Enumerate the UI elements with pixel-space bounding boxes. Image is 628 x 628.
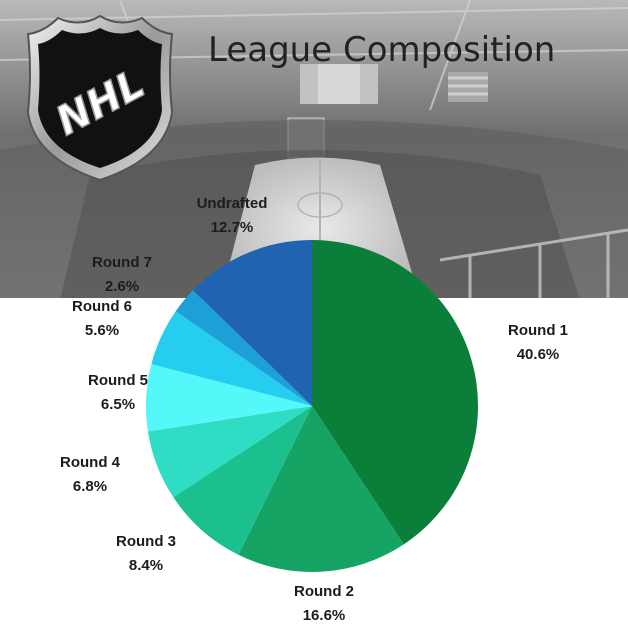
pie-slice-round-5 xyxy=(146,364,312,432)
slice-value-round-4: 6.8% xyxy=(73,478,107,495)
pie-slice-round-1 xyxy=(312,240,479,545)
slice-label-round-4: Round 4 xyxy=(60,454,121,471)
slice-value-round-6: 5.6% xyxy=(85,322,119,339)
slice-value-round-7: 2.6% xyxy=(105,278,139,295)
slice-value-round-2: 16.6% xyxy=(303,607,346,624)
slice-label-round-1: Round 1 xyxy=(508,322,568,339)
slice-label-round-7: Round 7 xyxy=(92,254,152,271)
pie-slice-round-7 xyxy=(175,290,312,406)
slice-label-round-6: Round 6 xyxy=(72,298,132,315)
slice-label-round-3: Round 3 xyxy=(116,533,176,550)
pie-slice-round-2 xyxy=(238,406,404,572)
slice-value-undrafted: 12.7% xyxy=(211,219,254,236)
slice-label-undrafted: Undrafted xyxy=(197,195,268,212)
pie-slice-undrafted xyxy=(192,240,312,406)
pie-slice-round-6 xyxy=(151,311,312,406)
slice-value-round-5: 6.5% xyxy=(101,396,135,413)
slice-value-round-3: 8.4% xyxy=(129,557,163,574)
nhl-shield-logo: NHL xyxy=(26,14,174,182)
slice-label-round-2: Round 2 xyxy=(294,583,354,600)
slice-value-round-1: 40.6% xyxy=(517,346,560,363)
pie-slice-round-4 xyxy=(147,406,312,498)
pie-slice-round-3 xyxy=(173,406,312,555)
chart-title: League Composition xyxy=(208,30,556,70)
arena-background-image xyxy=(0,0,628,298)
slice-label-round-5: Round 5 xyxy=(88,372,148,389)
